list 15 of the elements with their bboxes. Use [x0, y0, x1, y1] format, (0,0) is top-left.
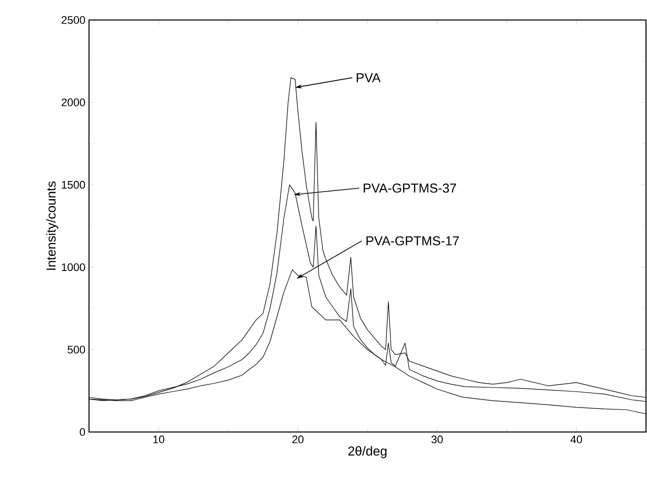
- x-tick-label: 40: [570, 436, 582, 444]
- y-tick-label: 1000: [62, 263, 86, 272]
- x-tick-label: 30: [431, 436, 443, 444]
- y-tick-label: 1500: [62, 180, 86, 189]
- annotation: PVA: [356, 73, 381, 82]
- x-axis-title: 2θ/deg: [348, 446, 386, 458]
- x-tick-label: 20: [292, 436, 304, 444]
- y-tick-label: 2500: [62, 16, 86, 24]
- y-tick-label: 500: [68, 346, 86, 354]
- y-tick-label: 2000: [62, 98, 86, 106]
- annotation: PVA-GPTMS-17: [366, 236, 459, 246]
- annotation: PVA-GPTMS-37: [364, 184, 456, 193]
- y-tick-label: 0: [80, 428, 86, 436]
- x-tick-label: 10: [153, 436, 164, 444]
- y-axis-title: Intensity/counts: [46, 181, 58, 270]
